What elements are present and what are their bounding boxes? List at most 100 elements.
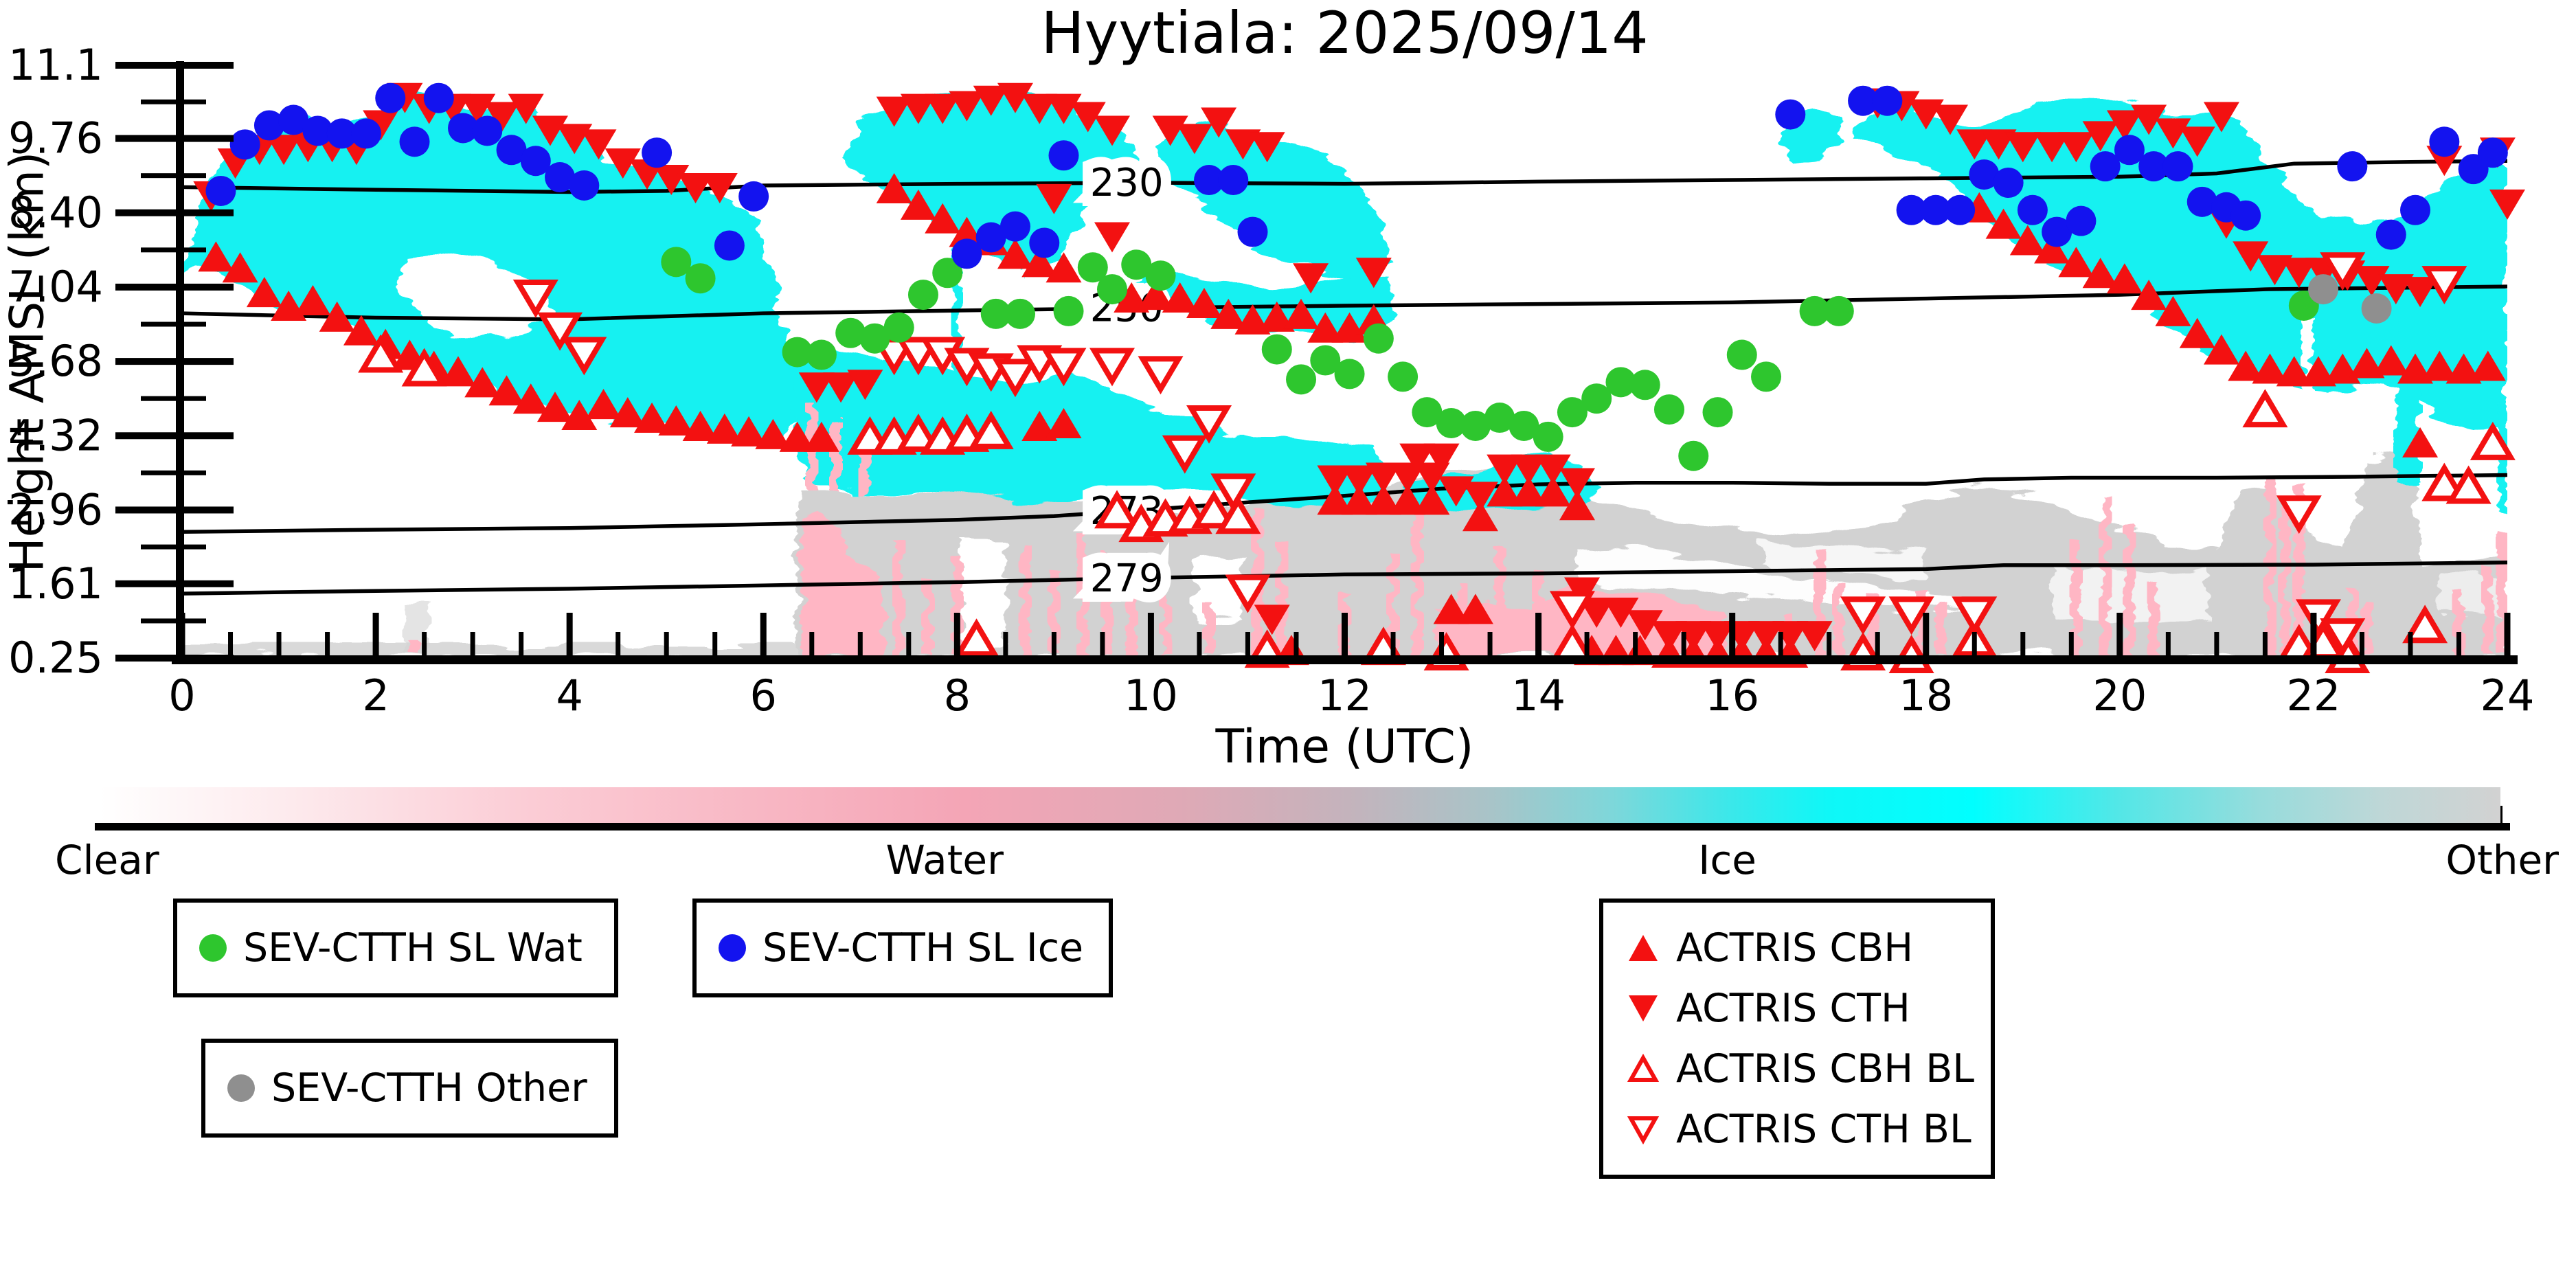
data-point xyxy=(1848,85,1879,116)
data-point xyxy=(2257,255,2293,286)
data-point xyxy=(569,170,600,201)
data-point xyxy=(1210,473,1256,512)
water-spike xyxy=(2453,595,2465,655)
data-point xyxy=(900,93,936,124)
x-minor-tick xyxy=(1439,632,1445,658)
legend-sev-ctth-sl-wat: SEV-CTTH SL Wat xyxy=(173,899,618,997)
legend-label-sev-other: SEV-CTTH Other xyxy=(271,1065,587,1111)
colorbar-label-ice: Ice xyxy=(1698,837,1756,883)
data-point xyxy=(1210,298,1247,329)
data-point xyxy=(605,148,641,179)
data-point xyxy=(1249,132,1285,163)
data-point xyxy=(634,403,670,433)
data-point xyxy=(1138,356,1184,395)
data-point xyxy=(1365,484,1401,515)
data-point xyxy=(1653,394,1684,425)
data-point xyxy=(653,165,690,196)
x-major-tick xyxy=(1729,613,1736,658)
data-point xyxy=(460,93,496,124)
x-minor-tick xyxy=(2262,632,2268,658)
data-point xyxy=(1511,454,1547,485)
data-point xyxy=(1888,596,1934,635)
data-point xyxy=(1772,621,1809,652)
data-point xyxy=(714,230,745,261)
data-point xyxy=(997,238,1033,269)
x-minor-tick xyxy=(228,632,234,658)
legend-sev-ctth-other: SEV-CTTH Other xyxy=(201,1039,618,1138)
data-point xyxy=(2276,495,2322,534)
data-point xyxy=(968,411,1014,449)
data-point xyxy=(706,413,743,444)
data-point xyxy=(343,315,379,346)
data-point xyxy=(1041,348,1087,387)
data-point xyxy=(266,135,302,166)
series-actris-cth xyxy=(193,82,2525,652)
data-point xyxy=(907,280,938,310)
x-major-tick xyxy=(372,613,379,658)
data-point xyxy=(1225,574,1271,613)
y-major-tick xyxy=(115,62,234,69)
x-major-tick xyxy=(1535,613,1542,658)
data-point xyxy=(537,392,574,422)
contour-line-279 xyxy=(182,561,2507,596)
x-minor-tick xyxy=(1293,632,1299,658)
x-minor-tick xyxy=(2214,632,2219,658)
data-point xyxy=(1046,252,1082,283)
data-point xyxy=(2228,350,2264,381)
x-minor-tick xyxy=(1245,632,1250,658)
data-point xyxy=(779,421,815,452)
x-minor-tick xyxy=(519,632,524,658)
x-tick-label: 10 xyxy=(1124,670,1178,721)
data-point xyxy=(2187,186,2217,217)
data-point xyxy=(350,118,381,149)
y-minor-tick xyxy=(141,247,206,253)
data-point xyxy=(2017,194,2048,225)
series-sev-ctth-other xyxy=(2308,274,2392,324)
data-point xyxy=(2034,233,2070,264)
data-point xyxy=(375,82,406,113)
legend-item-actris-cth: ACTRIS CTH xyxy=(1627,986,1910,1031)
data-point xyxy=(1191,490,1237,529)
data-point xyxy=(2308,274,2339,305)
data-point xyxy=(1462,501,1498,532)
x-tick-label: 18 xyxy=(1899,670,1953,721)
colorbar-gradient xyxy=(100,787,2500,824)
data-point xyxy=(1559,490,1595,521)
data-point xyxy=(953,618,999,657)
data-point xyxy=(1152,115,1188,146)
y-major-tick xyxy=(115,655,234,662)
data-point xyxy=(508,93,544,124)
x-major-tick xyxy=(2116,613,2123,658)
data-point xyxy=(1399,443,1436,474)
legend-label-actris-cbh-bl: ACTRIS CBH BL xyxy=(1676,1046,1975,1092)
y-major-tick xyxy=(115,283,234,291)
x-minor-tick xyxy=(1051,632,1057,658)
data-point xyxy=(537,312,583,351)
data-point xyxy=(2470,421,2516,460)
data-point xyxy=(1390,484,1426,515)
data-point xyxy=(895,414,941,452)
data-point xyxy=(1579,597,1615,628)
data-point xyxy=(448,113,479,144)
data-point xyxy=(2349,348,2385,379)
data-point xyxy=(1699,621,1736,652)
data-point xyxy=(2179,317,2215,348)
data-point xyxy=(925,93,961,124)
data-point xyxy=(1627,610,1663,641)
water-spike xyxy=(1048,573,1060,655)
data-point xyxy=(2445,465,2492,504)
x-minor-tick xyxy=(2020,632,2026,658)
data-point xyxy=(1162,435,1208,474)
data-point xyxy=(1581,383,1612,414)
series-sev-ctth-sl-wat xyxy=(661,247,2319,471)
legend-item-actris-cbh-bl: ACTRIS CBH BL xyxy=(1627,1046,1974,1092)
y-tick-label: 9.76 xyxy=(8,113,103,163)
data-point xyxy=(1969,159,2000,190)
data-point xyxy=(1258,301,1295,332)
green-circle-icon xyxy=(199,934,227,962)
data-point xyxy=(2034,132,2070,163)
y-minor-tick xyxy=(141,99,206,104)
data-point xyxy=(2281,258,2317,289)
data-point xyxy=(2058,132,2094,163)
data-point xyxy=(464,367,501,398)
